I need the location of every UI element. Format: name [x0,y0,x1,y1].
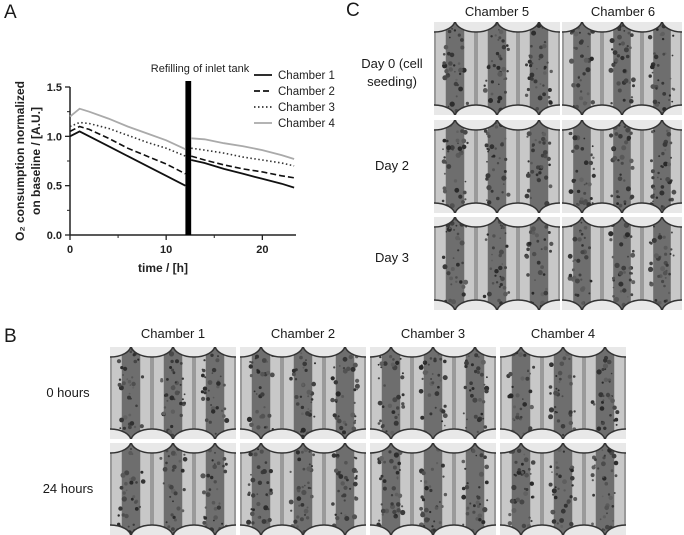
b-micrograph-r1-c2 [240,347,366,439]
x-tick-label: 0 [67,244,73,256]
y-tick-label: 0.5 [47,181,62,193]
y-tick-label: 1.0 [47,131,62,143]
panel-label-c: C [346,0,360,22]
b-micrograph-r1-c1 [110,347,236,439]
b-micrograph-r2-c3 [370,443,496,535]
series-line-1 [191,160,294,188]
b-col-header-4: Chamber 4 [500,326,626,341]
refill-annotation: Refilling of inlet tank [151,63,250,75]
chart-axes [70,81,296,235]
panel-label-a: A [4,2,17,24]
x-axis-label: time / [h] [138,261,188,275]
b-row-label-2: 24 hours [28,481,108,496]
legend-label-1: Chamber 1 [278,70,335,82]
b-row-label-1: 0 hours [28,385,108,400]
series-line-4 [191,138,294,159]
b-col-header-1: Chamber 1 [110,326,236,341]
y-tick-label: 0.0 [47,230,62,242]
c-col-header-1: Chamber 5 [434,4,560,19]
x-tick-label: 10 [160,244,172,256]
y-tick-label: 1.5 [47,82,62,94]
series-line-2 [70,127,185,174]
legend-label-3: Chamber 3 [278,102,335,114]
c-row-label-2: Day 2 [350,158,434,173]
legend-label-2: Chamber 2 [278,86,335,98]
c-micrograph-r1-c1 [434,22,560,115]
c-col-header-2: Chamber 6 [562,4,684,19]
c-micrograph-r1-c2 [562,22,682,115]
x-tick-label: 20 [256,244,268,256]
b-col-header-3: Chamber 3 [370,326,496,341]
c-row-label-3: Day 3 [350,250,434,265]
b-col-header-2: Chamber 2 [240,326,366,341]
refill-bar [185,81,191,235]
chart-legend: Chamber 1 Chamber 2 Chamber 3 Chamber 4 [254,70,335,130]
c-micrograph-r3-c2 [562,217,682,310]
panel-label-b: B [4,326,17,348]
c-micrograph-r2-c2 [562,120,682,213]
y-axis-label-line2: on baseline / [A.U.] [29,107,43,215]
y-axis-label-line1: O₂ consumption normalized [13,81,27,241]
b-micrograph-r1-c4 [500,347,626,439]
b-micrograph-r2-c2 [240,443,366,535]
c-row-label-1: Day 0 (cell seeding) [350,55,434,91]
b-micrograph-r2-c1 [110,443,236,535]
c-micrograph-r3-c1 [434,217,560,310]
series-line-1 [70,131,185,185]
series-line-3 [70,123,185,157]
c-micrograph-r2-c1 [434,120,560,213]
chart-series [70,109,294,188]
legend-label-4: Chamber 4 [278,118,335,130]
b-micrograph-r1-c3 [370,347,496,439]
b-micrograph-r2-c4 [500,443,626,535]
